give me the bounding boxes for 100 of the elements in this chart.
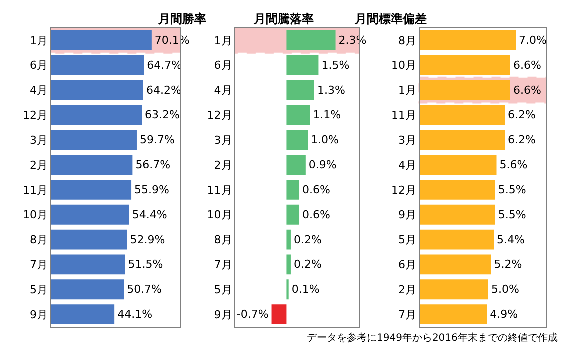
- bar: [286, 130, 308, 150]
- data-label: 0.6%: [302, 183, 330, 196]
- y-tick-label: 2月: [214, 158, 232, 172]
- y-tick-label: 11月: [23, 184, 48, 197]
- data-label: 0.6%: [302, 208, 330, 222]
- data-label: 0.2%: [294, 233, 322, 246]
- data-label: 63.2%: [145, 108, 180, 122]
- bar: [286, 230, 291, 250]
- data-label: 6.6%: [514, 84, 542, 97]
- y-tick-label: 1月: [30, 34, 48, 48]
- data-label: 1.0%: [311, 134, 339, 147]
- y-tick-label: 1月: [398, 84, 417, 98]
- bar: [420, 130, 505, 150]
- bar: [51, 130, 137, 150]
- y-tick-label: 12月: [392, 184, 417, 197]
- bar: [51, 280, 124, 300]
- bar: [51, 155, 133, 176]
- y-tick-label: 6月: [214, 59, 232, 72]
- data-label: 0.9%: [308, 158, 337, 172]
- data-label: 6.2%: [508, 134, 536, 147]
- y-tick-label: 6月: [398, 258, 417, 272]
- bar: [51, 254, 126, 275]
- data-label: 5.5%: [498, 208, 526, 222]
- y-tick-label: 11月: [207, 184, 232, 197]
- y-tick-label: 1月: [214, 34, 232, 48]
- data-label: 50.7%: [127, 283, 162, 296]
- data-label: 4.9%: [490, 308, 518, 322]
- y-tick-label: 8月: [30, 234, 48, 247]
- bar: [420, 180, 496, 200]
- y-tick-label: 4月: [398, 158, 417, 172]
- bar: [51, 180, 132, 200]
- bar: [286, 105, 310, 126]
- y-tick-label: 3月: [214, 134, 232, 147]
- data-label: 6.6%: [514, 58, 542, 72]
- data-label: -0.7%: [236, 308, 269, 322]
- bar: [286, 180, 300, 200]
- data-label: 44.1%: [118, 308, 153, 322]
- data-label: 5.6%: [500, 158, 528, 172]
- data-label: 5.2%: [494, 258, 522, 272]
- chart-title: 月間勝率: [158, 12, 206, 26]
- y-tick-label: 11月: [392, 109, 417, 122]
- chart-title: 月間騰落率: [253, 12, 314, 26]
- text: データを参考に1949年から2016年末までの終値で作成: [307, 332, 558, 344]
- y-tick-label: 3月: [30, 134, 48, 147]
- y-tick-label: 3月: [398, 134, 417, 147]
- y-tick-label: 4月: [214, 84, 232, 98]
- data-label: 54.4%: [132, 208, 168, 222]
- y-tick-label: 4月: [30, 84, 48, 98]
- bar: [286, 254, 291, 275]
- bar: [420, 204, 496, 225]
- data-label: 0.1%: [292, 283, 320, 296]
- bar: [286, 55, 319, 76]
- data-label: 5.0%: [492, 283, 520, 296]
- data-label: 1.5%: [322, 58, 350, 72]
- bar: [51, 304, 115, 325]
- chart-title: 月間標準偏差: [354, 12, 427, 26]
- data-label: 1.1%: [313, 108, 342, 122]
- data-label: 56.7%: [136, 158, 171, 172]
- data-label: 6.2%: [508, 108, 536, 122]
- bar: [420, 230, 494, 250]
- bar: [420, 280, 488, 300]
- y-tick-label: 2月: [30, 158, 48, 172]
- bar: [286, 204, 300, 225]
- y-tick-label: 2月: [398, 283, 417, 296]
- y-tick-label: 12月: [207, 109, 232, 122]
- data-label: 64.2%: [146, 84, 182, 97]
- bar: [420, 304, 488, 325]
- data-label: 55.9%: [134, 183, 170, 196]
- y-tick-label: 5月: [398, 234, 417, 247]
- data-label: 5.4%: [497, 233, 525, 246]
- bar: [286, 155, 306, 176]
- y-tick-label: 5月: [30, 283, 48, 296]
- y-tick-label: 6月: [30, 59, 48, 72]
- data-label: 64.7%: [147, 58, 182, 72]
- data-label: 51.5%: [128, 258, 164, 272]
- y-tick-label: 10月: [392, 59, 417, 72]
- y-tick-label: 5月: [214, 283, 232, 296]
- bar: [286, 80, 314, 100]
- data-label: 0.2%: [294, 258, 322, 272]
- y-tick-label: 8月: [398, 34, 417, 48]
- y-tick-label: 8月: [214, 234, 232, 247]
- y-tick-label: 9月: [398, 208, 417, 222]
- data-label: 59.7%: [140, 134, 175, 147]
- y-tick-label: 7月: [398, 308, 417, 322]
- bar: [420, 155, 497, 176]
- data-label: 70.1%: [154, 34, 190, 47]
- bar: [420, 80, 510, 100]
- data-label: 7.0%: [519, 34, 547, 47]
- y-tick-label: 7月: [30, 258, 48, 272]
- bar: [51, 204, 130, 225]
- data-label: 1.3%: [317, 84, 346, 97]
- y-tick-label: 7月: [214, 258, 232, 272]
- bar: [51, 105, 142, 126]
- y-tick-label: 10月: [207, 208, 232, 222]
- bar: [51, 80, 144, 100]
- y-tick-label: 9月: [30, 308, 48, 322]
- bar: [420, 30, 516, 50]
- data-label: 5.5%: [498, 183, 526, 196]
- y-tick-label: 10月: [23, 208, 48, 222]
- data-label: 52.9%: [130, 233, 166, 246]
